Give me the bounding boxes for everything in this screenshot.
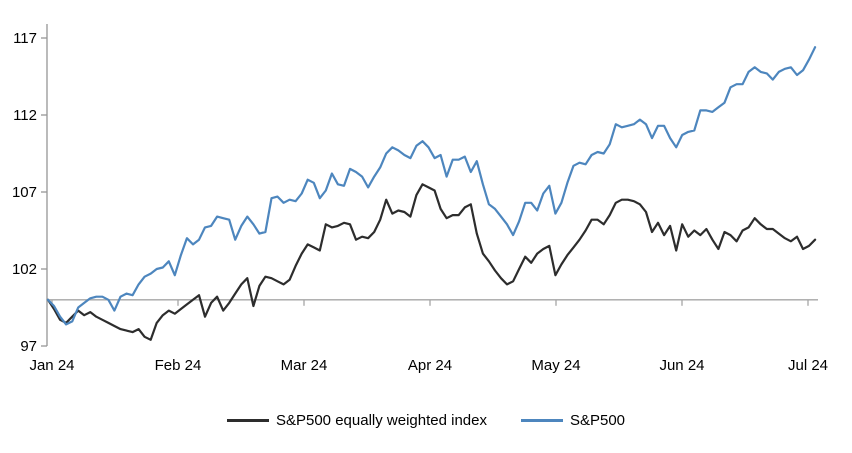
y-tick-label: 102	[12, 261, 37, 278]
legend-label-equal-weighted: S&P500 equally weighted index	[275, 412, 487, 429]
y-tick-label: 112	[13, 107, 37, 124]
equal-weighted-index-line	[46, 183, 817, 341]
sp500-line-swatch	[520, 419, 563, 422]
y-tick-label: 107	[12, 184, 37, 201]
y-tick-label: 117	[13, 30, 37, 47]
legend-item-equal-weighted: S&P500 equally weighted index	[226, 412, 487, 429]
x-tick-label: Apr 24	[408, 357, 452, 374]
y-tick-label: 97	[20, 338, 37, 355]
x-tick-label: Jun 24	[659, 357, 704, 374]
chart-legend: S&P500 equally weighted index S&P500	[0, 412, 852, 429]
x-tick-label: Jul 24	[788, 357, 828, 374]
axis-labels-group: 97 102 107 112 117 Jan 24 Feb 24 Mar 24 Apr 24 Ma…	[12, 30, 828, 374]
x-tick-label: Feb 24	[155, 357, 202, 374]
series-lines-group	[46, 46, 817, 341]
line-chart-canvas: 97 102 107 112 117 Jan 24 Feb 24 Mar 24 Apr 24 Ma…	[12, 24, 828, 374]
x-tick-label: May 24	[531, 357, 580, 374]
sp500-line	[46, 46, 817, 326]
legend-label-sp500: S&P500	[569, 412, 626, 429]
x-tick-label: Mar 24	[281, 357, 328, 374]
legend-item-sp500: S&P500	[520, 412, 626, 429]
x-tick-label: Jan 24	[29, 357, 74, 374]
equal-weighted-line-swatch	[226, 419, 269, 422]
axes-group	[41, 24, 818, 347]
